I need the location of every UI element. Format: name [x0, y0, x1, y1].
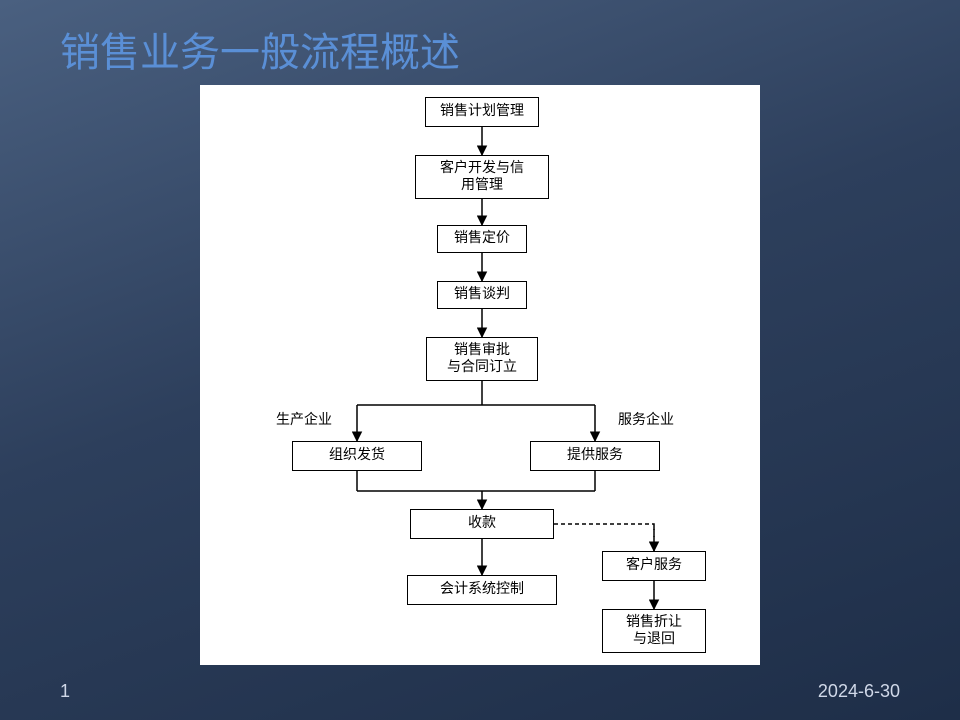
flowchart-container: 销售计划管理客户开发与信用管理销售定价销售谈判销售审批与合同订立组织发货 提供服务…	[200, 85, 760, 665]
flow-node-n10: 客户服务	[602, 551, 706, 581]
flow-node-n3: 销售定价	[437, 225, 527, 253]
page-number: 1	[60, 681, 70, 702]
flow-edge-label-l1: 生产企业	[276, 409, 332, 429]
page-title: 销售业务一般流程概述	[60, 20, 460, 78]
flow-node-n4: 销售谈判	[437, 281, 527, 309]
page-date: 2024-6-30	[818, 681, 900, 702]
flow-node-n9: 会计系统控制	[407, 575, 557, 605]
flow-node-n6: 组织发货	[292, 441, 422, 471]
flow-node-n1: 销售计划管理	[425, 97, 539, 127]
slide: 销售业务一般流程概述 销售计划管理客户开发与信用管理销售定价销售谈判销售审批与合…	[0, 0, 960, 720]
flow-node-n5: 销售审批与合同订立	[426, 337, 538, 381]
flow-node-n11: 销售折让与退回	[602, 609, 706, 653]
flow-edge-label-l2: 服务企业	[618, 409, 674, 429]
flow-edge	[554, 524, 654, 551]
flow-node-n2: 客户开发与信用管理	[415, 155, 549, 199]
flow-node-n8: 收款	[410, 509, 554, 539]
flow-node-n7: 提供服务	[530, 441, 660, 471]
